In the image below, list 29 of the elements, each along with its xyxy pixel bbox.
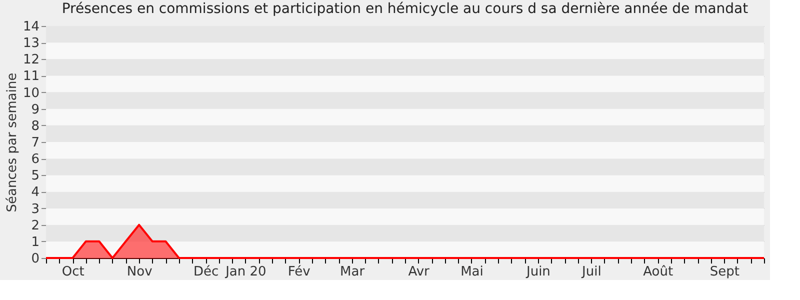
chart-title: Présences en commissions et participation en hémicycle au cours d sa dernière année de mandat: [62, 1, 749, 17]
x-tick-label: Oct: [62, 264, 84, 280]
x-tick-label: Déc: [193, 264, 219, 280]
x-tick-label: Jan 20: [224, 264, 266, 280]
y-tick-label: 5: [31, 168, 40, 184]
y-tick-label: 0: [31, 252, 40, 266]
y-tick-label: 14: [22, 20, 40, 34]
y-tick-label: 10: [22, 86, 40, 101]
y-tick-label: 6: [31, 152, 40, 168]
x-tick-label: Fév: [288, 264, 311, 280]
x-tick-label: Mai: [460, 264, 484, 280]
x-tick-label: Juil: [581, 264, 602, 280]
y-tick-label: 3: [31, 202, 40, 217]
y-tick-label: 11: [22, 69, 40, 84]
y-tick-label: 4: [31, 185, 40, 200]
y-tick-label: 12: [22, 52, 40, 68]
x-tick-label: Août: [643, 264, 674, 280]
y-tick-label: 2: [31, 218, 40, 234]
x-tick-label: Nov: [126, 264, 153, 280]
x-tick-label: Avr: [408, 264, 430, 280]
y-tick-label: 8: [31, 118, 40, 134]
y-tick-label: 7: [31, 136, 40, 150]
x-tick-label: Mar: [340, 264, 366, 280]
y-tick-label: 13: [22, 36, 40, 52]
x-tick-label: Sept: [710, 264, 740, 280]
y-tick-label: 9: [31, 102, 40, 118]
x-tick-label: Juin: [525, 264, 550, 280]
y-axis-title: Séances par semaine: [4, 72, 20, 212]
y-tick-label: 1: [31, 234, 40, 250]
